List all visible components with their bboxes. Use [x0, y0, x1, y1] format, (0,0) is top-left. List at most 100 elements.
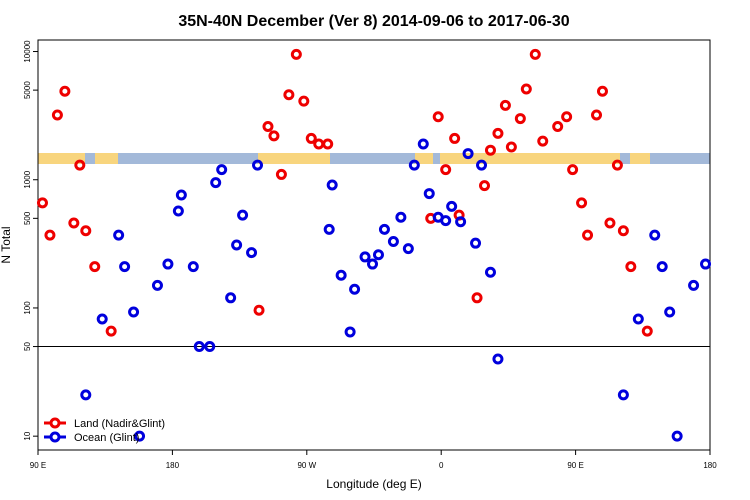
x-tick-label: 90 E — [30, 461, 46, 470]
point — [440, 164, 452, 176]
legend-label: Ocean (Glint) — [74, 432, 139, 444]
legend-marker — [49, 417, 61, 429]
point — [204, 341, 216, 353]
point — [449, 132, 461, 144]
point — [344, 326, 356, 338]
x-tick-label: 90 E — [567, 461, 583, 470]
point — [492, 353, 504, 365]
point — [455, 216, 467, 228]
point — [36, 197, 48, 209]
point — [253, 304, 265, 316]
point — [387, 235, 399, 247]
point — [252, 159, 264, 171]
point — [74, 159, 86, 171]
point — [520, 83, 532, 95]
point — [275, 168, 287, 180]
point — [326, 179, 338, 191]
y-tick-label: 50 — [23, 342, 32, 351]
point — [59, 85, 71, 97]
point — [372, 249, 384, 261]
point — [591, 109, 603, 121]
point — [514, 113, 526, 125]
point — [641, 325, 653, 337]
x-tick-label: 180 — [703, 461, 717, 470]
point — [323, 223, 335, 235]
land-ocean-strip — [38, 153, 710, 164]
point — [700, 258, 712, 270]
x-tick-label: 180 — [166, 461, 180, 470]
y-tick-label: 1000 — [23, 170, 32, 188]
point — [175, 189, 187, 201]
y-axis-label: N Total — [0, 226, 13, 263]
point — [68, 217, 80, 229]
point — [80, 389, 92, 401]
point — [80, 225, 92, 237]
point — [462, 148, 474, 160]
point — [134, 430, 146, 442]
point — [128, 306, 140, 318]
point — [552, 121, 564, 133]
point — [625, 261, 637, 273]
point — [96, 313, 108, 325]
point — [172, 205, 184, 217]
y-tick-label: 10 — [23, 431, 32, 440]
point — [417, 138, 429, 150]
point — [446, 200, 458, 212]
point — [231, 239, 243, 251]
point — [408, 159, 420, 171]
point — [617, 225, 629, 237]
point — [378, 223, 390, 235]
point — [567, 164, 579, 176]
point — [596, 85, 608, 97]
point — [479, 180, 491, 192]
point — [335, 269, 347, 281]
y-tick-label: 5000 — [23, 81, 32, 99]
point — [268, 130, 280, 142]
point — [604, 217, 616, 229]
point — [119, 261, 131, 273]
point — [210, 177, 222, 189]
point — [617, 389, 629, 401]
point — [582, 229, 594, 241]
legend-label: Land (Nadir&Glint) — [74, 418, 165, 430]
point — [359, 251, 371, 263]
point — [113, 229, 125, 241]
y-tick-label: 10000 — [23, 40, 32, 63]
point — [162, 258, 174, 270]
x-axis-label: Longitude (deg E) — [326, 477, 421, 491]
point — [576, 197, 588, 209]
point — [611, 159, 623, 171]
point — [216, 164, 228, 176]
legend-marker — [49, 431, 61, 443]
point — [349, 283, 361, 295]
point — [305, 132, 317, 144]
point — [664, 306, 676, 318]
point — [499, 99, 511, 111]
chart-title: 35N-40N December (Ver 8) 2014-09-06 to 2… — [178, 13, 569, 30]
point — [151, 279, 163, 291]
point — [440, 215, 452, 227]
point — [402, 243, 414, 255]
point — [44, 229, 56, 241]
point — [322, 138, 334, 150]
point — [225, 292, 237, 304]
point — [237, 209, 249, 221]
point — [671, 430, 683, 442]
y-tick-label: 500 — [23, 211, 32, 225]
point — [492, 127, 504, 139]
point — [649, 229, 661, 241]
point — [484, 266, 496, 278]
point — [283, 89, 295, 101]
point — [313, 138, 325, 150]
point — [688, 279, 700, 291]
point — [529, 48, 541, 60]
point — [423, 188, 435, 200]
x-tick-label: 0 — [439, 461, 444, 470]
point — [367, 258, 379, 270]
point — [262, 121, 274, 133]
point — [656, 261, 668, 273]
point — [537, 135, 549, 147]
y-tick-label: 100 — [23, 301, 32, 315]
point — [476, 159, 488, 171]
